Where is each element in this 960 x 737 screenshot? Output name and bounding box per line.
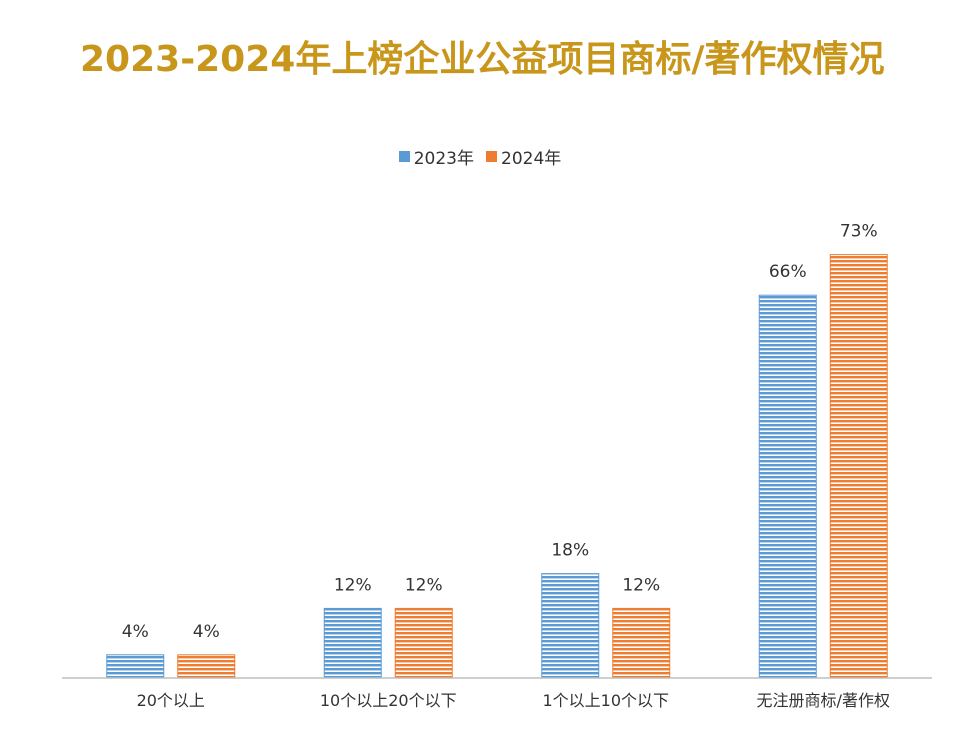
bar-2023-cat-2 (541, 573, 600, 679)
bar-2024-cat-0 (177, 654, 236, 679)
legend-item-2023: 2023年 (398, 144, 474, 169)
data-label-2024-cat-0: 4% (193, 622, 220, 642)
category-label-1: 10个以上20个以下 (320, 691, 457, 710)
data-label-2024-cat-1: 12% (405, 575, 443, 595)
bar-2023-cat-0 (106, 654, 165, 679)
bar-2024-cat-2 (612, 607, 671, 679)
bar-2023-cat-1 (323, 607, 382, 679)
data-label-2024-cat-2: 12% (622, 575, 660, 595)
legend-swatch-2024 (486, 151, 497, 162)
data-label-2023-cat-0: 4% (122, 622, 149, 642)
data-label-2023-cat-3: 66% (769, 262, 807, 282)
category-label-2: 1个以上10个以下 (542, 691, 669, 710)
legend-label-2024: 2024年 (501, 149, 562, 169)
legend: 2023年 2024年 (0, 144, 960, 169)
data-label-2023-cat-2: 18% (551, 541, 589, 561)
chart-title: 2023-2024年上榜企业公益项目商标/著作权情况 (80, 39, 885, 80)
data-label-2024-cat-3: 73% (840, 222, 878, 242)
category-label-0: 20个以上 (137, 691, 205, 710)
bar-2024-cat-3 (829, 254, 888, 679)
category-label-3: 无注册商标/著作权 (757, 691, 890, 710)
legend-label-2023: 2023年 (413, 149, 474, 169)
legend-item-2024: 2024年 (486, 144, 561, 169)
bar-2024-cat-1 (394, 607, 453, 679)
legend-swatch-2023 (398, 151, 410, 162)
data-label-2023-cat-1: 12% (334, 575, 372, 595)
bar-2023-cat-3 (758, 294, 817, 679)
